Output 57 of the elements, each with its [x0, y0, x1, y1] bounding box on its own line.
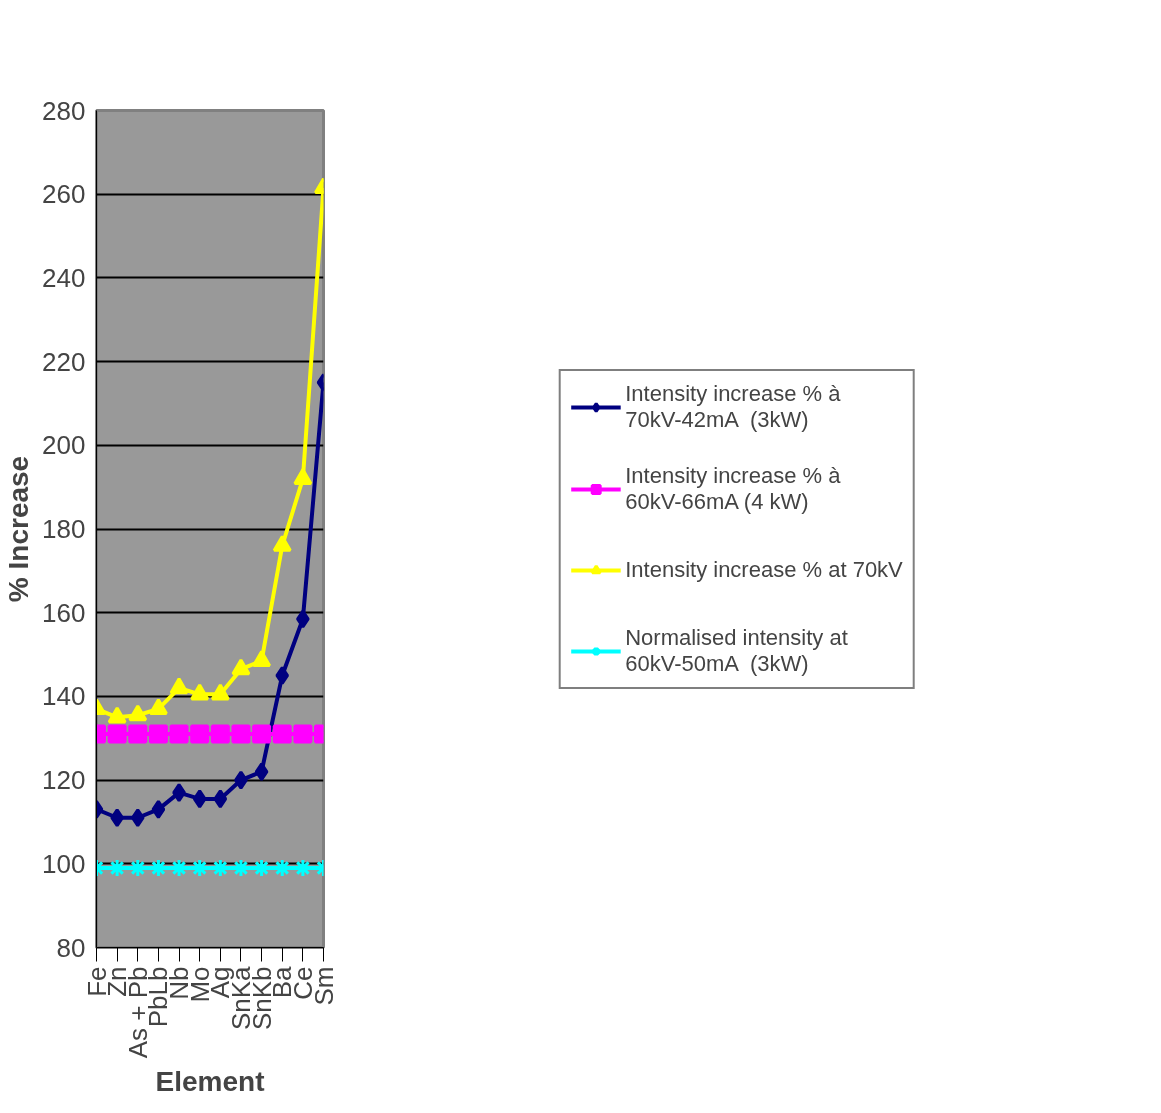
point — [252, 650, 272, 667]
point — [210, 724, 230, 744]
point — [107, 706, 127, 724]
point — [169, 677, 189, 695]
point — [296, 609, 310, 629]
point — [169, 858, 189, 878]
point — [210, 683, 230, 701]
point — [107, 724, 127, 744]
point — [148, 724, 168, 744]
legend-label: Intensity increase % at 70kV — [625, 555, 903, 584]
point — [210, 858, 230, 878]
y-tick-label: 180 — [42, 514, 86, 544]
point — [190, 683, 210, 701]
point — [272, 724, 292, 744]
y-tick-label: 240 — [42, 262, 86, 293]
point — [128, 724, 148, 744]
point — [213, 789, 228, 809]
y-tick-label: 100 — [42, 848, 86, 879]
point — [110, 808, 124, 828]
legend-label: Intensity increase % à 70kV-42mA (3kW) — [625, 380, 841, 433]
point — [231, 658, 251, 676]
point — [190, 724, 210, 744]
point — [169, 724, 189, 744]
y-tick-label: 280 — [42, 95, 86, 126]
point — [192, 789, 207, 809]
point — [293, 468, 313, 485]
point — [190, 858, 210, 878]
legend-label: Normalised intensity at 60kV-50mA (3kW) — [625, 624, 848, 677]
point — [151, 799, 166, 819]
y-tick-label: 120 — [42, 765, 86, 796]
legend-label: Intensity increase % à 60kV-66mA (4 kW) — [625, 462, 841, 515]
point — [148, 698, 168, 716]
point — [107, 858, 127, 878]
y-tick-label: 220 — [42, 346, 86, 377]
point — [252, 724, 272, 744]
y-tick-label: 260 — [42, 179, 86, 210]
y-tick-label: 140 — [42, 681, 86, 712]
point — [254, 762, 269, 782]
y-tick-label: 160 — [42, 597, 86, 628]
y-tick-label: 200 — [42, 430, 86, 461]
y-axis-title: % Increase — [3, 455, 35, 603]
point — [252, 858, 272, 878]
point — [130, 808, 145, 828]
point — [128, 858, 148, 878]
point — [272, 858, 292, 878]
point — [128, 704, 148, 722]
point — [293, 724, 313, 744]
y-tick-label: 80 — [56, 932, 86, 963]
point — [231, 724, 251, 744]
x-axis-title: Element — [155, 1066, 265, 1098]
point — [231, 858, 251, 878]
point — [172, 783, 186, 803]
point — [272, 535, 292, 552]
point — [293, 858, 313, 878]
point — [234, 770, 248, 790]
point — [275, 665, 290, 685]
point — [148, 858, 168, 878]
